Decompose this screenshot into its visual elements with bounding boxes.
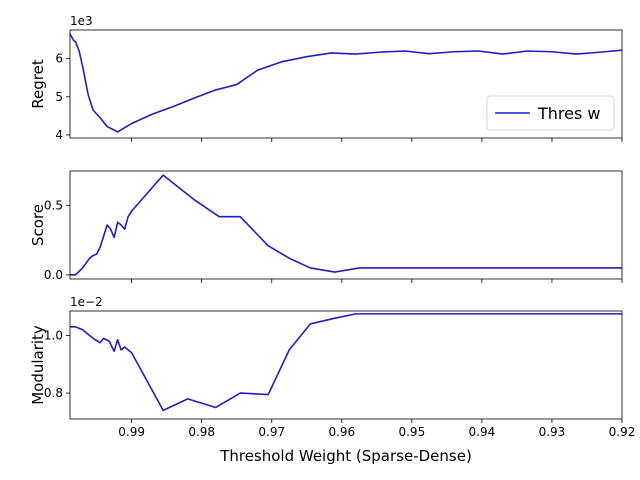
y-tick-label: 4 [55, 128, 63, 142]
y-axis-label: Modularity [29, 325, 47, 405]
subplot-3: 0.99 0.98 0.97 0.96 0.95 0.94 0.93 0.92 0.8 1.0Mo… [29, 295, 635, 439]
subplot-1: 4 5 6 Regret 1e3 Thres w [29, 14, 623, 142]
axis-exponent-label: 1e3 [70, 14, 93, 28]
y-tick-label: 0.0 [44, 268, 63, 282]
x-axis-label: Threshold Weight (Sparse-Dense) [219, 447, 472, 465]
series-line [70, 174, 622, 276]
y-axis-label: Regret [29, 59, 47, 109]
x-tick-label: 0.93 [539, 425, 566, 439]
plot-frame [69, 310, 623, 420]
y-tick-label: 5 [55, 90, 63, 104]
legend: Thres w [486, 95, 615, 131]
x-tick-label: 0.99 [118, 425, 145, 439]
plot-frame [69, 170, 623, 280]
x-tick-label: 0.97 [258, 425, 285, 439]
x-tick-label: 0.96 [328, 425, 355, 439]
legend-entry: Thres w [537, 104, 601, 123]
axis-exponent-label: 1e−2 [70, 295, 103, 309]
y-axis-label: Score [29, 204, 47, 246]
x-tick-label: 0.94 [469, 425, 496, 439]
x-tick-label: 0.98 [188, 425, 215, 439]
y-tick-label: 6 [55, 52, 63, 66]
y-tick-label: 1.0 [44, 328, 63, 342]
legend-box [486, 95, 615, 131]
plot-frame [69, 29, 623, 139]
series-line [70, 313, 622, 412]
x-tick-label: 0.95 [398, 425, 425, 439]
x-tick-label: 0.92 [609, 425, 636, 439]
y-tick-label: 0.5 [44, 199, 63, 213]
series-line [69, 33, 623, 133]
y-tick-label: 0.8 [44, 386, 63, 400]
